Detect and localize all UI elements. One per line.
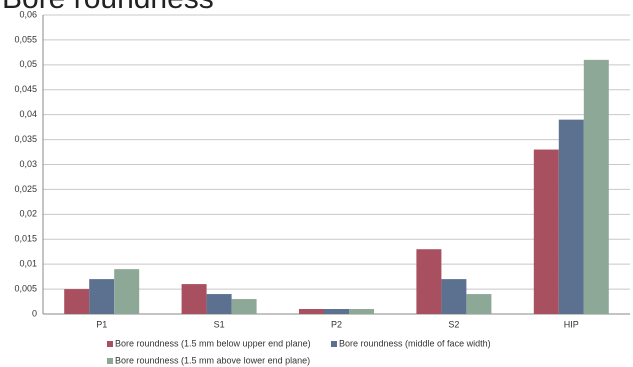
y-tick-label: 0,055 — [14, 34, 37, 44]
bar — [583, 59, 609, 314]
legend-swatch — [331, 341, 337, 347]
x-tick-label: P2 — [331, 319, 342, 329]
bar — [324, 309, 349, 314]
legend-label: Bore roundness (1.5 mm above lower end p… — [115, 355, 310, 365]
bar — [416, 249, 442, 314]
legend-swatch — [107, 358, 113, 364]
bar — [89, 279, 115, 314]
x-tick-label: HIP — [564, 319, 579, 329]
y-tick-label: 0,025 — [14, 184, 37, 194]
bar — [349, 309, 374, 314]
y-tick-label: 0,01 — [19, 259, 37, 269]
legend-label: Bore roundness (1.5 mm below upper end p… — [115, 338, 311, 348]
bar — [181, 284, 207, 314]
y-tick-label: 0,035 — [14, 134, 37, 144]
y-tick-label: 0,05 — [19, 59, 37, 69]
legend-label: Bore roundness (middle of face width) — [339, 338, 491, 348]
bar — [114, 269, 140, 314]
bar — [206, 294, 232, 314]
bar — [533, 149, 559, 314]
bar — [441, 279, 467, 314]
y-tick-label: 0,03 — [19, 159, 37, 169]
y-tick-label: 0,04 — [19, 109, 37, 119]
y-tick-label: 0,005 — [14, 283, 37, 293]
x-tick-label: S1 — [214, 319, 225, 329]
bar — [558, 119, 584, 315]
bar — [299, 309, 324, 314]
bar — [466, 294, 492, 314]
y-tick-label: 0,045 — [14, 84, 37, 94]
chart-title: Bore roundness — [2, 0, 214, 15]
y-tick-label: 0,02 — [19, 209, 37, 219]
bar — [64, 289, 90, 314]
y-tick-label: 0 — [32, 308, 37, 318]
y-tick-label: 0,06 — [19, 9, 37, 19]
x-tick-label: P1 — [96, 319, 107, 329]
y-tick-label: 0,015 — [14, 234, 37, 244]
legend-swatch — [107, 341, 113, 347]
bar — [231, 299, 257, 314]
x-tick-label: S2 — [448, 319, 459, 329]
